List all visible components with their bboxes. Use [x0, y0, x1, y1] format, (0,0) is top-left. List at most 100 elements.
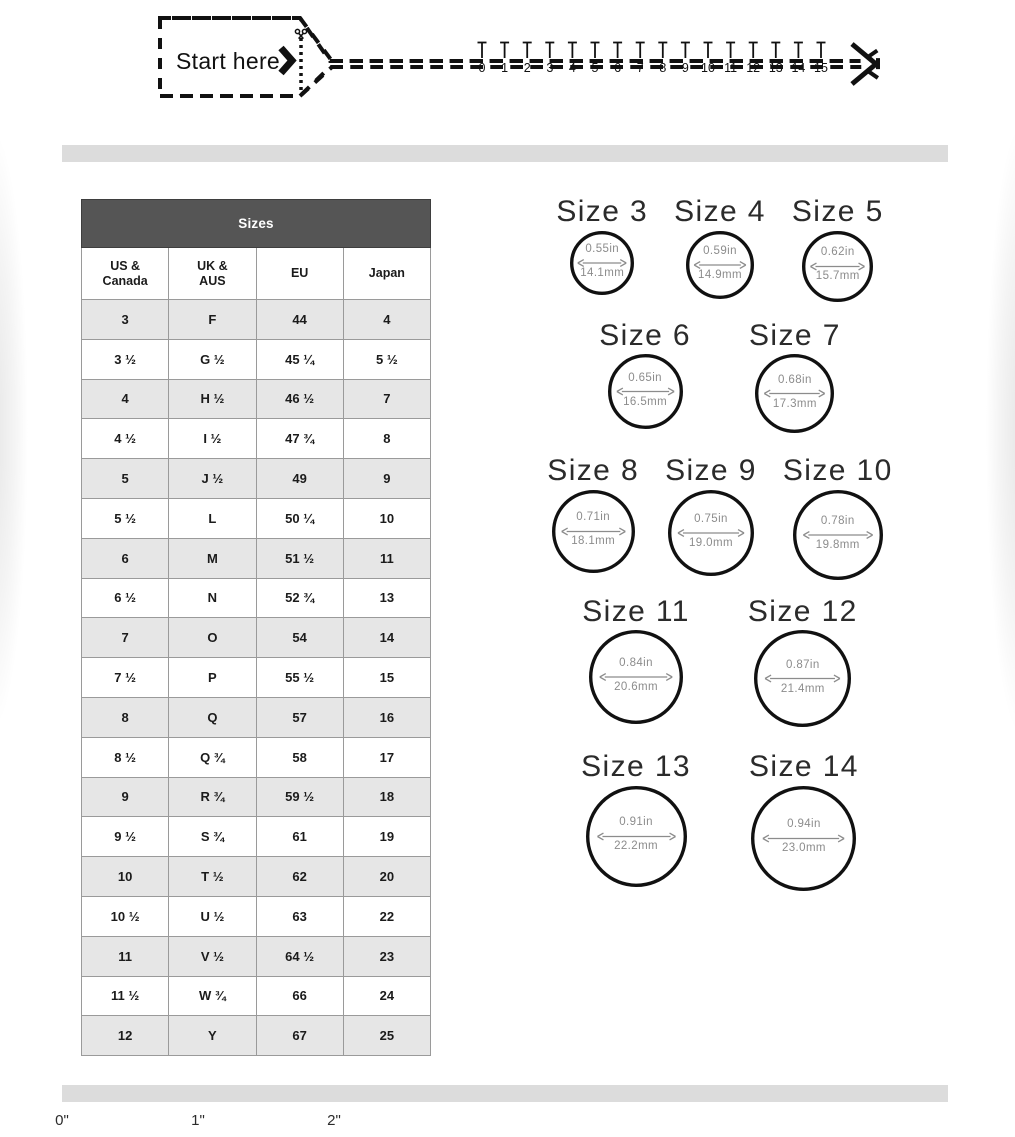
separator-bar-bottom: [62, 1085, 948, 1102]
ring-size-label: Size 5: [791, 195, 884, 228]
ring-size-item: Size 13 0.91in 22.2mm: [581, 751, 691, 891]
ruler-tick-label: 10: [701, 61, 715, 75]
table-row: 7 ½ P 55 ½ 15: [80, 657, 432, 698]
ring-circle-svg: [792, 489, 883, 580]
ring-outline: [551, 489, 635, 573]
ring-size-item: Size 3 0.55in 14.1mm: [556, 196, 648, 302]
table-cell: 14: [342, 617, 432, 659]
ring-circle: 0.87in 21.4mm: [754, 630, 852, 727]
ring-outline: [607, 354, 683, 429]
ring-circle: 0.71in 18.1mm: [551, 489, 635, 573]
ring-circle: 0.84in 20.6mm: [589, 630, 684, 724]
ruler-tick-label: 11: [724, 61, 737, 75]
table-cell: J ½: [168, 458, 257, 499]
table-cell: 11: [80, 935, 170, 977]
table-cell: 66: [255, 975, 344, 1017]
table-row: 6 M 51 ½ 11: [80, 537, 432, 579]
ring-diameter-inches: 0.59in: [703, 244, 737, 257]
diameter-arrow-head: [858, 262, 866, 270]
table-cell: 59 ½: [255, 776, 344, 818]
ring-diameter-mm: 19.8mm: [815, 538, 860, 551]
ring-sizer-svg: Start here 0 1 2 3 4 5 6 7 8 9 10 11 12 13 14 15: [158, 16, 880, 98]
ring-circle-svg: [686, 230, 754, 299]
ring-outline: [754, 630, 852, 727]
ring-circle: 0.59in 14.9mm: [686, 230, 754, 299]
diameter-arrow-head: [739, 260, 747, 269]
column-header-4: Japan: [342, 247, 432, 300]
table-cell: 6 ½: [80, 577, 170, 619]
table-cell: 9: [80, 776, 170, 818]
table-title-row: Sizes: [81, 199, 431, 248]
ring-diameter-mm: 16.5mm: [623, 395, 668, 408]
ruler-tick-label: 13: [769, 61, 783, 75]
table-cell: 58: [255, 736, 344, 778]
ring-diameter-mm: 21.4mm: [780, 682, 825, 695]
sizer-tail: [332, 59, 856, 69]
table-cell: 11: [342, 537, 432, 579]
ring-diameter-inches: 0.55in: [585, 242, 620, 255]
table-cell: 23: [342, 935, 432, 977]
ring-size-item: Size 6 0.65in 16.5mm: [599, 319, 691, 434]
table-cell: 19: [342, 816, 432, 858]
diameter-arrow-head: [833, 674, 841, 683]
inch-ruler-label: 2": [327, 1112, 341, 1129]
ring-diameter-mm: 19.0mm: [688, 536, 733, 549]
ring-diameter-inches: 0.87in: [785, 658, 820, 671]
ring-size-label: Size 9: [665, 454, 757, 487]
ring-circle: 0.55in 14.1mm: [570, 230, 635, 295]
ring-size-label: Size 3: [556, 195, 649, 228]
table-cell: 47 ¾: [255, 418, 344, 460]
ring-diameter-mm: 15.7mm: [815, 270, 860, 282]
ring-circle-svg: [551, 489, 635, 573]
ring-row: Size 11 0.84in 20.6mm Size 12 0.87in 21.4mm: [470, 595, 970, 728]
ring-outline: [802, 230, 874, 302]
table-cell: 11 ½: [80, 975, 170, 1017]
ring-diameter-mm: 18.1mm: [571, 535, 616, 547]
column-header-2: UK & AUS: [168, 247, 257, 300]
ruler-tick-label: 14: [791, 61, 805, 75]
table-cell: 4 ½: [80, 418, 170, 460]
ring-circle: 0.91in 22.2mm: [585, 785, 687, 887]
ring-diameter-mm: 14.9mm: [698, 268, 742, 281]
ring-circle-svg: [751, 785, 857, 891]
ring-outline: [751, 785, 857, 891]
table-cell: 7 ½: [80, 657, 170, 698]
inch-ruler-label: 0": [55, 1112, 69, 1129]
table-cell: 62: [255, 856, 344, 897]
table-cell: 6: [80, 537, 170, 579]
table-cell: 44: [255, 299, 344, 340]
ring-size-label: Size 8: [547, 454, 640, 487]
table-cell: 5: [80, 458, 170, 499]
ring-size-item: Size 8 0.71in 18.1mm: [547, 455, 639, 580]
table-cell: 12: [80, 1015, 170, 1057]
ring-circle-svg: [589, 630, 684, 724]
table-cell: 17: [342, 736, 432, 778]
chevron-right-icon: [278, 45, 297, 76]
ring-size-item: Size 7 0.68in 17.3mm: [749, 319, 841, 434]
ring-circle-svg: [585, 785, 687, 887]
ring-outline: [585, 785, 687, 887]
table-cell: 5 ½: [80, 497, 170, 539]
diameter-arrow-head: [668, 832, 676, 840]
table-cell: 15: [342, 657, 432, 698]
table-cell: 55 ½: [255, 657, 344, 698]
table-cell: W ¾: [168, 975, 257, 1017]
table-cell: O: [168, 617, 257, 659]
diameter-arrow-head: [665, 673, 673, 681]
table-cell: 10: [342, 497, 432, 539]
scissors-icon: [294, 28, 308, 40]
ring-size-label: Size 14: [749, 750, 859, 783]
ring-outline: [792, 489, 883, 580]
ring-size-item: Size 14 0.94in 23.0mm: [749, 751, 859, 891]
ring-circle-svg: [667, 489, 754, 576]
ring-diameter-panel: Size 3 0.55in 14.1mm Size 4 0.59in 14.9mm Size…: [470, 196, 970, 1076]
ring-outline: [667, 489, 754, 576]
ring-diameter-mm: 23.0mm: [781, 842, 826, 854]
